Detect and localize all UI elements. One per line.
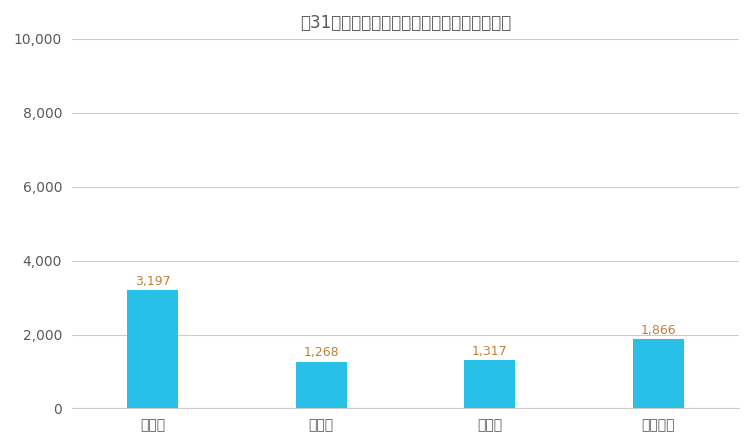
Bar: [296, 362, 346, 409]
Text: 3,197: 3,197: [135, 275, 170, 288]
Text: 1,866: 1,866: [640, 324, 676, 337]
Title: 築31年以上のマンションの売却相場（万円）: 築31年以上のマンションの売却相場（万円）: [300, 14, 511, 32]
Text: 1,317: 1,317: [472, 344, 508, 358]
Text: 1,268: 1,268: [303, 347, 339, 359]
Bar: [127, 290, 178, 409]
Bar: [465, 360, 515, 409]
Bar: [633, 339, 684, 409]
